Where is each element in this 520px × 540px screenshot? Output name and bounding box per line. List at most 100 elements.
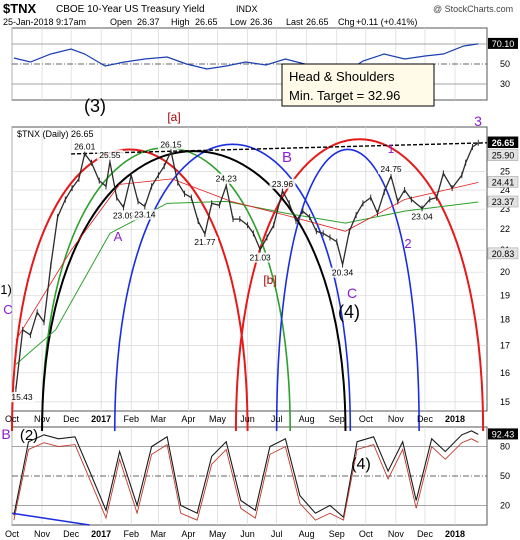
chg-label: Chg xyxy=(338,17,355,27)
x-tick-label-bottom: Apr xyxy=(181,529,195,539)
x-tick-label-bottom: Jun xyxy=(240,529,255,539)
y-tick-label: 17 xyxy=(500,340,510,350)
wave-label: (3) xyxy=(84,96,106,116)
top-y-tick: 50 xyxy=(500,59,510,69)
bottom-signal-line xyxy=(13,438,479,521)
point-label-bg xyxy=(71,141,98,152)
low-label: Low xyxy=(230,17,247,27)
point-label: 20.34 xyxy=(332,268,354,278)
point-label-bg xyxy=(409,211,436,222)
annotation-box xyxy=(281,63,435,107)
last-value: 26.65 xyxy=(306,17,329,27)
price-layer xyxy=(15,139,479,393)
wave-label: (4) xyxy=(338,302,360,322)
wave-label: A xyxy=(114,229,123,244)
main-panel-title: $TNX (Daily) 26.65 xyxy=(17,129,94,139)
right-value-label: 23.37 xyxy=(492,197,515,207)
y-tick-label: 16 xyxy=(500,368,510,378)
copyright-text: @ StockCharts.com xyxy=(433,4,513,14)
point-label: 24.23 xyxy=(216,174,238,184)
point-label: 23.09 xyxy=(113,210,135,220)
point-label: 21.77 xyxy=(194,237,216,247)
cycle-arc-black xyxy=(41,150,347,432)
bottom-last-value: 92.43 xyxy=(492,429,515,439)
right-value-label: 25.90 xyxy=(492,151,515,161)
low-value: 26.36 xyxy=(250,17,273,27)
right-value-label: 20.83 xyxy=(492,249,515,259)
x-tick-label-bottom: 2017 xyxy=(91,529,111,539)
wave-label: B xyxy=(282,149,292,166)
high-label: High xyxy=(171,17,190,27)
right-value-tag xyxy=(487,149,519,161)
point-label-bg xyxy=(157,139,184,150)
x-tick-label-bottom: Sep xyxy=(329,529,345,539)
bottom-indicator-line xyxy=(13,430,479,519)
moving-average-long xyxy=(15,200,479,365)
wave-label: C xyxy=(3,302,12,317)
x-tick-label-bottom: Dec xyxy=(417,529,434,539)
top-indicator-layer xyxy=(13,43,479,75)
right-value-label: 26.65 xyxy=(492,138,515,148)
right-value-label: 24.41 xyxy=(492,177,515,187)
chart-date: 25-Jan-2018 9:17am xyxy=(3,17,86,27)
cycle-arcs-layer xyxy=(11,138,488,432)
x-tick-label-main: 2018 xyxy=(445,414,465,424)
wave-label: 3 xyxy=(474,113,482,129)
point-label: 23.96 xyxy=(272,179,294,189)
top-y-tick: 30 xyxy=(500,79,510,89)
y-tick-label: 18 xyxy=(500,315,510,325)
chart-name: CBOE 10-Year US Treasury Yield xyxy=(56,4,205,15)
x-tick-label-main: Jul xyxy=(271,414,283,424)
wave-label: 1 xyxy=(388,142,395,156)
x-tick-label-main: Aug xyxy=(299,414,315,424)
ohlc-bar: Open 26.37 High 26.65 Low 26.36 Last 26.… xyxy=(110,17,417,27)
chg-value: +0.11 (+0.41%) xyxy=(356,17,417,27)
cycle-arc-blue xyxy=(113,143,352,432)
point-label: 23.14 xyxy=(134,209,156,219)
x-tick-label-bottom: Nov xyxy=(34,529,51,539)
moving-average-mid xyxy=(15,178,479,341)
point-label: 21.03 xyxy=(250,253,272,263)
y-tick-label: 20 xyxy=(500,267,510,277)
y-tick-label: 25 xyxy=(500,167,510,177)
bottom-y-tick: 50 xyxy=(500,471,510,481)
point-label: 23.04 xyxy=(411,211,433,221)
wave-label: 2 xyxy=(404,236,411,251)
point-label: 25.55 xyxy=(99,150,121,160)
bottom-trendline xyxy=(11,512,90,526)
right-value-tag xyxy=(487,176,519,188)
bottom-wave-label: (4) xyxy=(351,456,371,473)
point-label: 15.43 xyxy=(11,392,33,402)
x-tick-label-main: 2017 xyxy=(91,414,111,424)
x-tick-label-bottom: Jul xyxy=(271,529,283,539)
x-tick-label-main: Jun xyxy=(240,414,255,424)
bottom-indicator-layer xyxy=(11,430,479,526)
point-label-bg xyxy=(213,173,240,184)
right-value-tag xyxy=(487,247,519,260)
x-tick-label-main: May xyxy=(209,414,227,424)
x-tick-label-main: Oct xyxy=(359,414,374,424)
neckline xyxy=(71,142,488,155)
point-label-bg xyxy=(110,210,137,221)
x-tick-label-bottom: Oct xyxy=(359,529,374,539)
x-tick-label-main: Nov xyxy=(388,414,405,424)
bottom-y-tick: 20 xyxy=(500,500,510,510)
head-shoulders-box: Head & Shoulders Min. Target = 32.96 xyxy=(281,63,435,107)
x-tick-label-bottom: Feb xyxy=(123,529,139,539)
top-last-value-tag xyxy=(488,37,518,49)
point-label-bg xyxy=(378,164,405,175)
x-tick-label-main: Mar xyxy=(151,414,167,424)
top-last-value: 70.10 xyxy=(492,39,515,49)
x-tick-label-bottom: May xyxy=(209,529,227,539)
bottom-wave-label: (2) xyxy=(20,427,38,444)
x-tick-label-main: Sep xyxy=(329,414,345,424)
grid-layer xyxy=(11,28,487,525)
x-tick-label-bottom: Aug xyxy=(299,529,315,539)
box-line-2: Min. Target = 32.96 xyxy=(289,88,400,103)
wave-label: C xyxy=(347,285,357,301)
bottom-last-value-tag xyxy=(488,428,518,440)
x-tick-label-bottom: Oct xyxy=(5,529,20,539)
